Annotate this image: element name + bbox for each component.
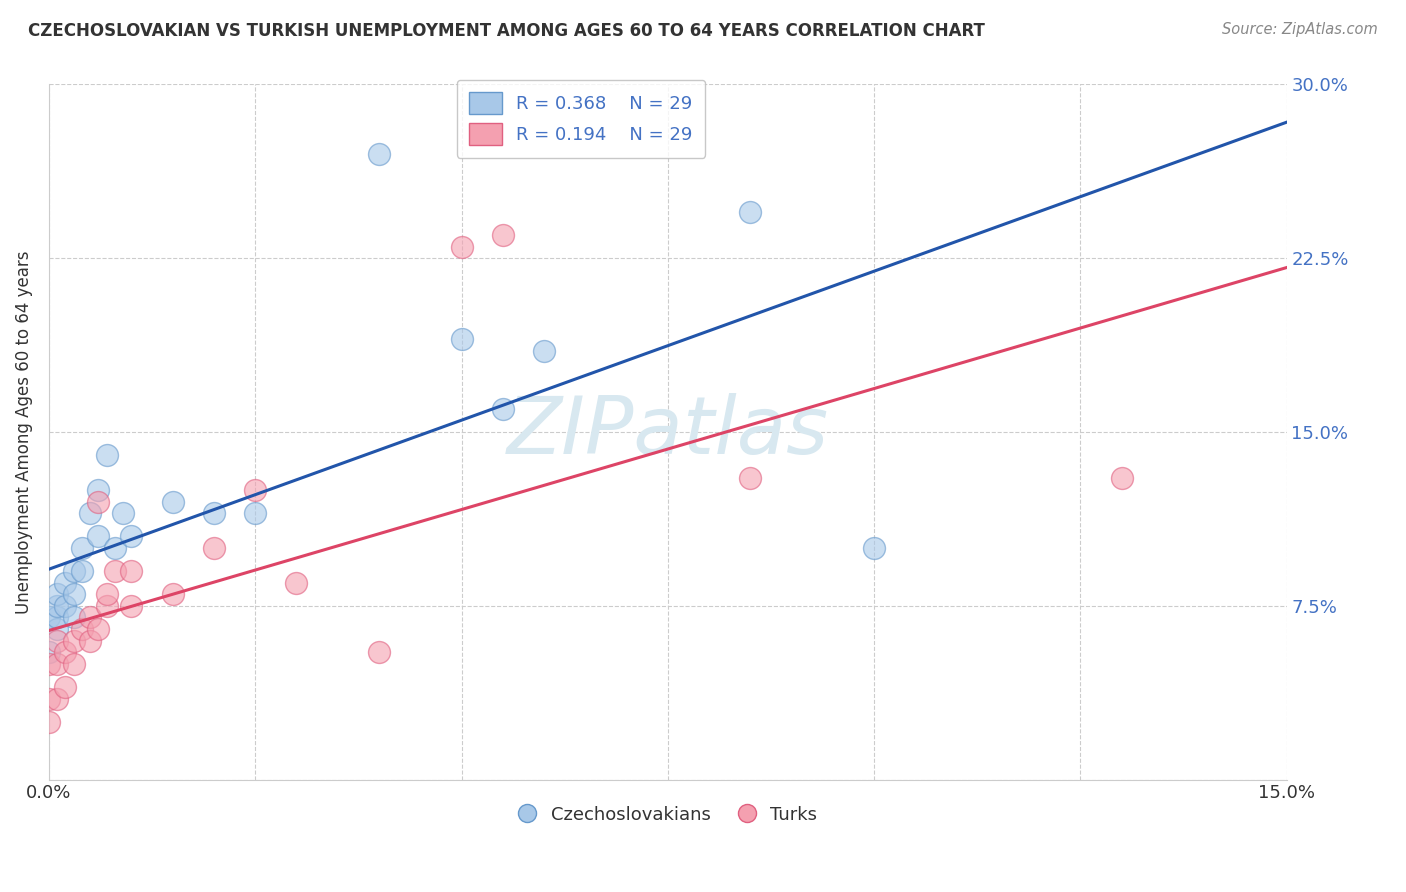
Point (368, 147, 391, 161)
Point (162, 494, 184, 508)
Point (104, 541, 127, 555)
Point (62, 564, 84, 578)
Point (104, 564, 127, 578)
Point (450, 332, 472, 346)
Point (87, 483, 110, 497)
Point (533, 343, 555, 358)
Point (79, 506, 101, 520)
Point (46, 633, 69, 648)
Point (96, 587, 118, 601)
Point (46, 622, 69, 636)
Point (202, 541, 225, 555)
Point (740, 471, 762, 485)
Point (79, 610, 101, 624)
Point (87, 494, 110, 508)
Point (450, 240, 472, 254)
Point (96, 448, 118, 462)
Point (368, 645, 391, 659)
Point (121, 529, 143, 543)
Text: Source: ZipAtlas.com: Source: ZipAtlas.com (1222, 22, 1378, 37)
Point (87, 529, 110, 543)
Point (55, 599, 77, 613)
Point (38, 645, 60, 659)
Point (1111, 471, 1133, 485)
Point (162, 587, 184, 601)
Point (740, 205, 762, 219)
Point (121, 599, 143, 613)
Point (70, 541, 93, 555)
Point (46, 587, 69, 601)
Point (46, 610, 69, 624)
Point (46, 599, 69, 613)
Point (70, 622, 93, 636)
Point (62, 587, 84, 601)
Point (492, 401, 515, 416)
Point (285, 575, 308, 590)
Point (38, 657, 60, 671)
Point (245, 506, 267, 520)
Point (70, 564, 93, 578)
Point (55, 575, 77, 590)
Point (62, 657, 84, 671)
Point (55, 645, 77, 659)
Point (96, 599, 118, 613)
Point (62, 633, 84, 648)
Point (38, 691, 60, 706)
Point (55, 680, 77, 694)
Point (121, 564, 143, 578)
Y-axis label: Unemployment Among Ages 60 to 64 years: Unemployment Among Ages 60 to 64 years (15, 251, 32, 614)
Point (202, 506, 225, 520)
Point (46, 657, 69, 671)
Point (38, 714, 60, 729)
Legend: Czechoslovakians, Turks: Czechoslovakians, Turks (509, 797, 827, 833)
Point (46, 691, 69, 706)
Text: CZECHOSLOVAKIAN VS TURKISH UNEMPLOYMENT AMONG AGES 60 TO 64 YEARS CORRELATION CH: CZECHOSLOVAKIAN VS TURKISH UNEMPLOYMENT … (28, 22, 986, 40)
Point (38, 610, 60, 624)
Point (112, 506, 135, 520)
Point (87, 622, 110, 636)
Point (492, 228, 515, 243)
Point (62, 610, 84, 624)
Text: ZIPatlas: ZIPatlas (506, 393, 830, 471)
Point (245, 483, 267, 497)
Point (79, 633, 101, 648)
Point (863, 541, 886, 555)
